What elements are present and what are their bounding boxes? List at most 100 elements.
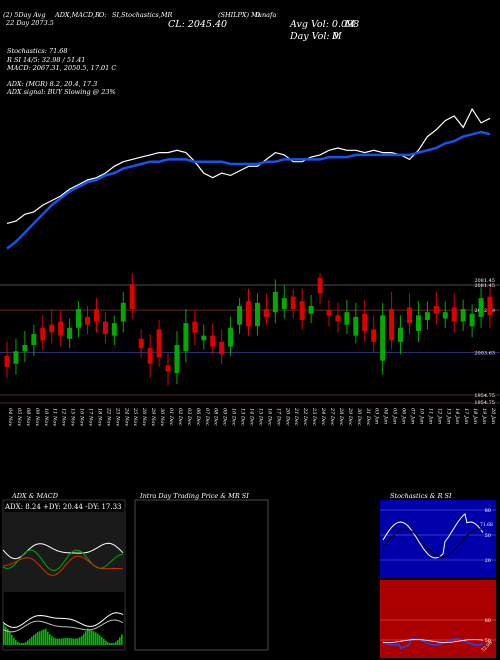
rsi-avg-line (382, 639, 484, 643)
date-label: 02 Dec (177, 408, 183, 426)
price-label: 1954.75 (474, 400, 495, 406)
macd-line (2, 612, 124, 628)
candle-body (451, 307, 457, 322)
date-label: 05 Jan (392, 408, 398, 424)
macd-hist-bar (83, 633, 85, 645)
stoch-panel-title: Stochastics & R SI (390, 492, 452, 500)
date-label: 22 Dec (302, 407, 308, 426)
date-label: 11 Nov (52, 408, 58, 426)
macd-hist-bar (81, 635, 83, 645)
date-label: 07 Dec (204, 408, 210, 426)
macd-hist-bar (47, 631, 49, 645)
rsi-panel-bg (380, 580, 496, 658)
macd-hist-bar (63, 638, 65, 645)
candle-body (174, 345, 180, 374)
candle-body (362, 313, 368, 331)
macd-hist-bar (3, 624, 5, 645)
macd-hist-bar (9, 632, 11, 645)
macd-hist-bar (79, 637, 81, 645)
date-label: 10 Nov (43, 408, 49, 426)
candle-body (281, 298, 287, 310)
candle-body (290, 296, 296, 310)
candle-body (254, 302, 260, 327)
candle-body (469, 313, 475, 327)
macd-hist-bar (49, 634, 51, 645)
stoch-panel-bg (380, 500, 496, 578)
rsi-tick: 80 (485, 618, 491, 624)
macd-hist-bar (29, 638, 31, 645)
price-label: 2052.49 (474, 308, 495, 314)
macd-hist-bar (27, 640, 29, 645)
date-label: 03 Jan (374, 408, 380, 424)
date-label: 08 Dec (213, 408, 219, 426)
macd-hist-bar (71, 638, 73, 645)
candle-body (22, 345, 28, 352)
candle-body (67, 327, 73, 339)
date-label: 07 Jan (410, 408, 416, 424)
candle-body (76, 309, 82, 328)
date-label: 23 Dec (311, 407, 317, 426)
macd-hist-bar (87, 628, 89, 645)
candle-body (487, 296, 493, 316)
macd-hist-bar (25, 641, 27, 645)
price-label: 2081.45 (474, 278, 495, 284)
intraday-panel-title: Intra Day Trading Price & MR SI (140, 492, 249, 500)
header-adx: ADX: (MGR) 8.2, 20.4, 17.3 (7, 80, 98, 88)
date-label: 12 Nov (61, 408, 67, 426)
macd-hist-bar (97, 633, 99, 645)
date-label: 08 Nov (25, 408, 31, 426)
macd-hist-bar (53, 637, 55, 645)
date-label: 13 Dec (240, 408, 246, 426)
date-label: 18 Nov (96, 408, 102, 426)
date-label: 12 Jan (436, 408, 442, 424)
macd-hist-bar (51, 636, 53, 645)
date-label: 14 Dec (249, 408, 255, 426)
stoch-k-line (382, 513, 484, 559)
date-label: 16 Dec (266, 408, 272, 426)
candle-body (49, 324, 55, 333)
macd-hist-bar (39, 631, 41, 645)
header-rsi: R SI 14/5: 32.98 / 51.41 (7, 56, 86, 64)
date-label: 04 Nov (7, 408, 13, 426)
macd-hist-bar (103, 638, 105, 645)
intraday-panel-border (134, 499, 269, 651)
macd-hist-bar (31, 636, 33, 645)
stoch-tick: 80 (485, 508, 491, 514)
header-o: O: (99, 11, 107, 19)
adx-macd-panel-title: ADX & MACD (12, 492, 58, 500)
date-label: 23 Nov (114, 407, 120, 426)
candle-body (424, 312, 430, 320)
date-label: 06 Jan (401, 408, 407, 424)
date-label: 03 Dec (186, 408, 192, 426)
date-label: 19 Jan (481, 408, 487, 424)
candle-body (102, 321, 108, 335)
date-label: 31 Dec (365, 408, 371, 426)
date-label: 10 Jan (418, 408, 424, 424)
macd-hist-bar (75, 638, 77, 645)
candle-body (31, 334, 37, 345)
date-label: 14 Jan (454, 408, 460, 424)
candle-body (326, 310, 332, 316)
adx-values: ADX: 8.24 +DY: 20.44 -DY: 17.33 (5, 503, 122, 511)
date-label: 05 Nov (16, 408, 22, 426)
candle-body (40, 327, 46, 341)
candle-body (237, 305, 243, 325)
macd-hist-bar (93, 631, 95, 645)
macd-hist-bar (35, 633, 37, 645)
macd-hist-bar (105, 640, 107, 645)
date-label: 11 Jan (427, 408, 433, 424)
candle-body (398, 327, 404, 342)
date-label: 21 Dec (293, 407, 299, 426)
macd-hist-bar (69, 638, 71, 645)
candle-body (460, 309, 466, 322)
date-label: 20 Dec (284, 407, 290, 426)
candle-body (129, 284, 135, 310)
candle-body (183, 323, 189, 352)
macd-hist-bar (115, 641, 117, 645)
candle-body (111, 323, 117, 336)
date-label: 29 Dec (347, 407, 353, 426)
candle-body (272, 291, 278, 313)
macd-hist-bar (73, 638, 75, 645)
rsi-tick: 50 (485, 638, 491, 644)
